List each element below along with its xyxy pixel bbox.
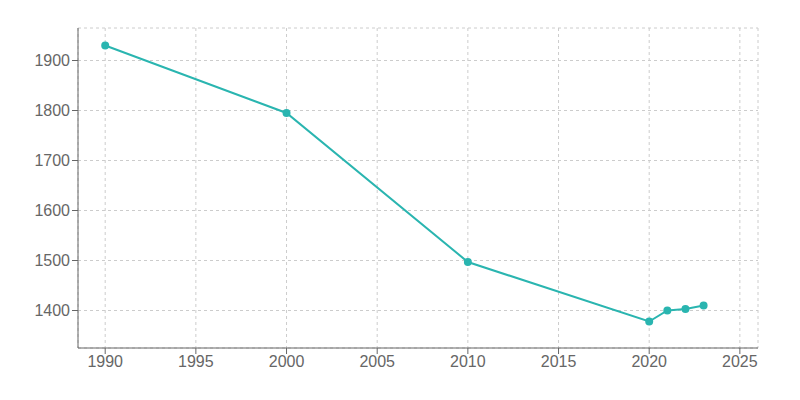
- svg-text:2005: 2005: [359, 353, 395, 370]
- svg-text:1600: 1600: [34, 202, 70, 219]
- svg-text:1990: 1990: [87, 353, 123, 370]
- svg-text:2015: 2015: [541, 353, 577, 370]
- svg-text:2010: 2010: [450, 353, 486, 370]
- svg-text:1400: 1400: [34, 302, 70, 319]
- svg-text:2000: 2000: [269, 353, 305, 370]
- svg-text:1700: 1700: [34, 152, 70, 169]
- svg-text:1900: 1900: [34, 52, 70, 69]
- svg-text:1500: 1500: [34, 252, 70, 269]
- svg-text:1800: 1800: [34, 102, 70, 119]
- svg-text:2020: 2020: [631, 353, 667, 370]
- svg-text:1995: 1995: [178, 353, 214, 370]
- svg-text:2025: 2025: [722, 353, 758, 370]
